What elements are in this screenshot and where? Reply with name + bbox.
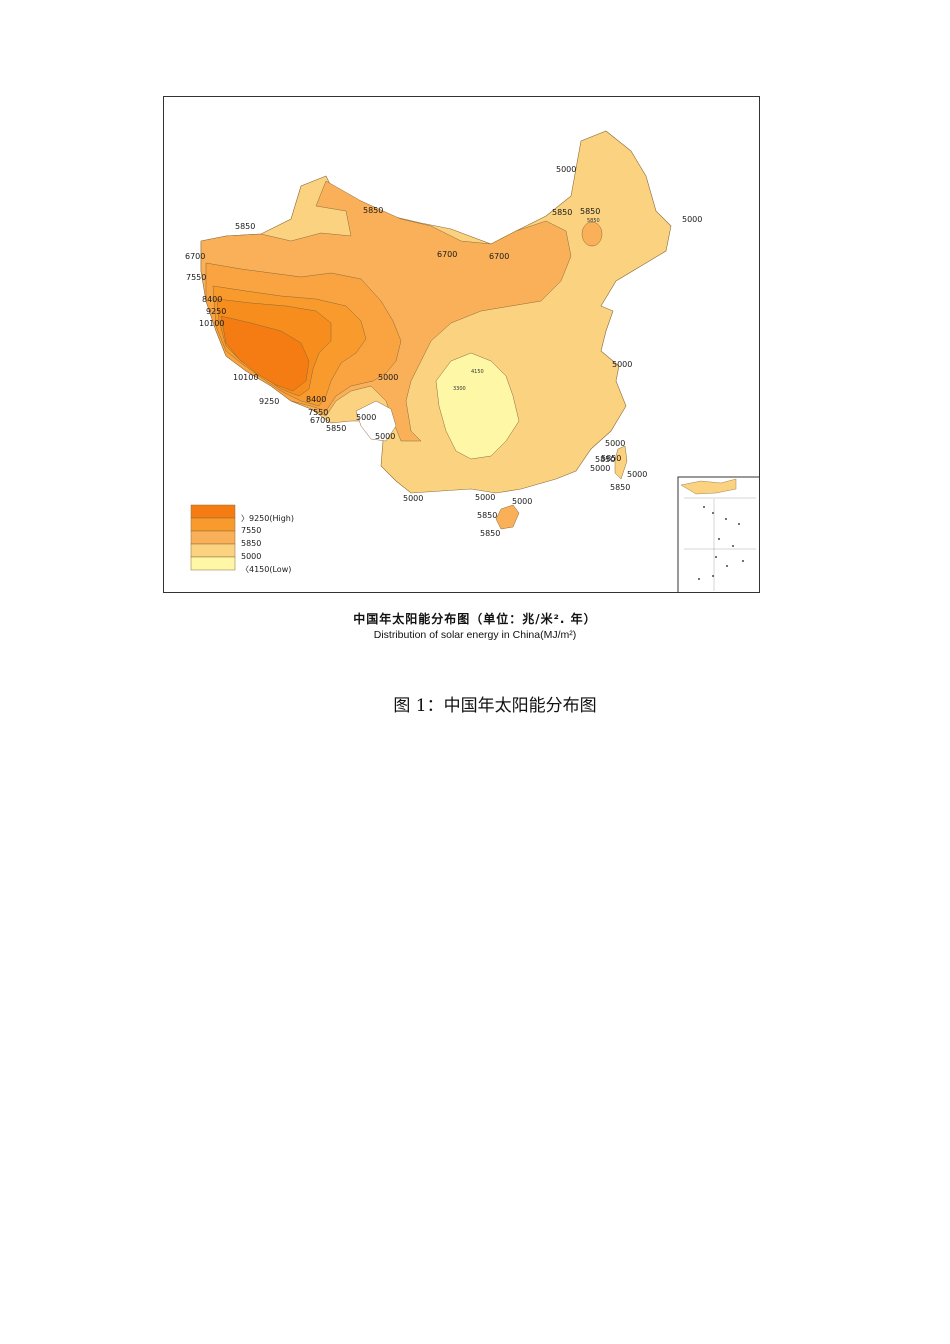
contour-label: 5850: [552, 208, 572, 217]
contour-label: 10100: [233, 373, 258, 382]
solar-energy-map: 〉9250(High) 7550 5850 5000 〈4150(Low) 50…: [163, 96, 760, 593]
contour-label: 5000: [475, 493, 495, 502]
contour-label: 6700: [437, 250, 457, 259]
white-region: [355, 400, 397, 442]
contour-label: 8400: [306, 395, 326, 404]
contour-label: 5850: [477, 511, 497, 520]
map-legend: 〉9250(High) 7550 5850 5000 〈4150(Low): [190, 504, 294, 574]
contour-label: 5000: [627, 470, 647, 479]
contour-label: 5000: [682, 215, 702, 224]
contour-labels: 5000 5850 5850 6700 7550 8400 9250 10100…: [185, 165, 702, 538]
figure-caption: 图 1：中国年太阳能分布图: [393, 696, 597, 716]
legend-label-5850: 5850: [241, 539, 261, 548]
contour-label: 5000: [612, 360, 632, 369]
contour-label: 6700: [489, 252, 509, 261]
china-map-svg: 〉9250(High) 7550 5850 5000 〈4150(Low) 50…: [185, 130, 759, 592]
contour-label: 6700: [310, 416, 330, 425]
contour-label: 5850: [326, 424, 346, 433]
legend-label-5000: 5000: [241, 552, 261, 561]
zone-4150: [435, 352, 520, 460]
map-caption-chinese: 中国年太阳能分布图（单位：兆/米². 年）: [353, 612, 597, 626]
contour-label: 5850: [601, 454, 621, 463]
contour-label: 5850: [580, 207, 600, 216]
legend-swatch-4150: [190, 556, 236, 571]
zone-9250: [220, 315, 310, 392]
contour-label: 5000: [375, 432, 395, 441]
contour-label: 10100: [199, 319, 224, 328]
contour-label: 5850: [610, 483, 630, 492]
contour-label: 6700: [185, 252, 205, 261]
contour-label: 7550: [186, 273, 206, 282]
contour-label: 8400: [202, 295, 222, 304]
contour-label-small: 3300: [453, 386, 466, 392]
contour-label: 9250: [206, 307, 226, 316]
inset-map: [677, 476, 759, 592]
legend-label-4150: 〈4150(Low): [241, 565, 291, 574]
contour-label: 5000: [378, 373, 398, 382]
contour-ellipse-ne: [581, 221, 603, 247]
contour-label: 5850: [480, 529, 500, 538]
hainan-island: [495, 504, 520, 530]
contour-label: 7550: [308, 408, 328, 417]
contour-label-small: 4150: [471, 369, 484, 375]
contour-label: 5000: [605, 439, 625, 448]
legend-label-7550: 7550: [241, 526, 261, 535]
contour-label-small: 5850: [587, 218, 600, 224]
map-caption-english: Distribution of solar energy in China(MJ…: [373, 629, 577, 641]
legend-swatch-9250: [190, 504, 236, 519]
contour-label: 5000: [590, 464, 610, 473]
contour-label: 5850: [363, 206, 383, 215]
legend-swatch-5000: [190, 543, 236, 558]
contour-label: 5000: [356, 413, 376, 422]
contour-label: 5000: [556, 165, 576, 174]
contour-label: 9250: [259, 397, 279, 406]
legend-label-9250: 〉9250(High): [241, 514, 294, 523]
contour-label: 5000: [512, 497, 532, 506]
legend-swatch-7550: [190, 517, 236, 532]
contour-label: 5000: [403, 494, 423, 503]
taiwan-island: [614, 445, 628, 480]
contour-label: 5850: [235, 222, 255, 231]
legend-swatch-5850: [190, 530, 236, 545]
contour-label: 5850: [595, 455, 615, 464]
